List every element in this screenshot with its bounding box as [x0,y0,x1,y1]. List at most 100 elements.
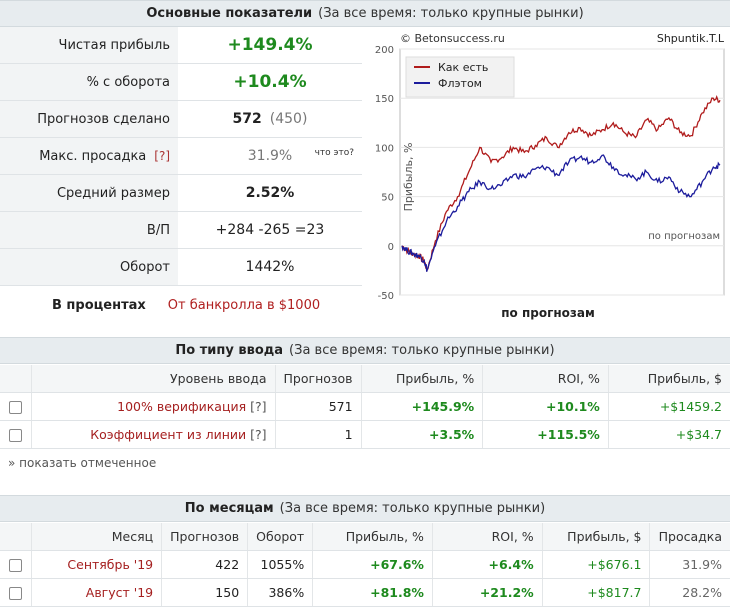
level-cell: 100% верификация [?] [31,392,276,421]
level-cell: Коэффициент из линии [?] [31,420,276,449]
section-subtitle: (За все время: только крупные рынки) [279,501,546,516]
stat-value: 572 [232,111,262,127]
y-tick-label: 0 [388,242,394,253]
help-link[interactable]: [?] [250,426,267,442]
stat-avg-size: Средний размер 2.52% [0,175,362,212]
by-month-table: Месяц Прогнозов Оборот Прибыль, % ROI, %… [0,523,730,607]
count-cell: 1 [274,420,362,449]
count-cell: 571 [274,392,362,421]
table-header-row: Уровень ввода Прогнозов Прибыль, % ROI, … [0,365,730,393]
drawdown-cell: 31.9% [649,550,730,579]
stat-label: Средний размер [0,175,178,211]
input-type-header: По типу ввода (За все время: только круп… [0,337,730,364]
column-header: Прибыль, % [360,365,483,393]
stat-drawdown: Макс. просадка [?] 31.9% что это? [0,138,362,175]
mode-percent-tab[interactable]: В процентах [52,297,146,313]
mode-switch: В процентах От банкролла в $1000 [0,290,362,320]
stat-label: Макс. просадка [39,148,147,164]
table-row: Сентябрь '19 422 1055% +67.6% +6.4% +$67… [0,550,730,579]
row-checkbox-cell [0,392,32,421]
legend-entry: Как есть [438,61,488,74]
show-marked-link[interactable]: » показать отмеченное [8,456,157,470]
column-header: Прибыль, $ [541,523,650,551]
profit-pct-cell: +67.6% [312,550,433,579]
table-row: 100% верификация [?] 571 +145.9% +10.1% +… [0,392,730,421]
roi-cell: +6.4% [431,550,543,579]
row-checkbox-cell [0,578,32,607]
x-axis-inner-label: по прогнозам [648,231,720,242]
chart-user-label: Shpuntik.T.L [657,32,725,45]
checkbox-col-header [0,365,32,393]
help-link[interactable]: [?] [250,398,267,414]
stat-label-wrap: Макс. просадка [?] [0,138,178,174]
count-cell: 150 [161,578,248,607]
stat-label: Прогнозов сделано [0,101,178,137]
section-title: Основные показатели [146,6,313,21]
stats-table: Чистая прибыль +149.4% % с оборота +10.4… [0,27,362,286]
stat-label: % с оборота [0,64,178,100]
input-type-table: Уровень ввода Прогнозов Прибыль, % ROI, … [0,365,730,449]
column-header: Оборот [247,523,313,551]
profit-usd-cell: +$1459.2 [607,392,730,421]
profit-usd-cell: +$817.7 [541,578,650,607]
stat-label: Чистая прибыль [0,27,178,63]
stat-value-wrap: 31.9% что это? [178,138,362,174]
stat-turnover-pct: % с оборота +10.4% [0,64,362,101]
roi-cell: +115.5% [482,420,609,449]
column-header: Прибыль, % [312,523,433,551]
section-title: По месяцам [184,501,274,516]
level-name[interactable]: 100% верификация [117,398,247,414]
legend-entry: Флэтом [438,77,482,90]
checkbox-col-header [0,523,32,551]
row-checkbox-cell [0,420,32,449]
stat-secondary-value: (450) [269,111,308,127]
what-is-this-link[interactable]: что это? [314,148,354,158]
row-checkbox[interactable] [9,558,23,572]
chart-x-caption: по прогнозам [501,306,595,320]
column-header: ROI, % [431,523,543,551]
stat-value: 1442% [245,259,295,275]
stat-value: 31.9% [247,148,293,164]
month-cell[interactable]: Август '19 [31,578,162,607]
stat-value: +149.4% [227,35,313,55]
stat-turnover: Оборот 1442% [0,249,362,286]
section-subtitle: (За все время: только крупные рынки) [289,343,555,358]
table-row: Август '19 150 386% +81.8% +21.2% +$817.… [0,578,730,607]
column-header: Прогнозов [274,365,362,393]
profit-pct-cell: +3.5% [360,420,483,449]
stat-label: Оборот [0,249,178,285]
column-header: Уровень ввода [31,365,276,393]
row-checkbox[interactable] [9,428,23,442]
by-month-header: По месяцам (За все время: только крупные… [0,495,730,522]
stat-predictions: Прогнозов сделано 572 (450) [0,101,362,138]
section-title: По типу ввода [175,343,284,358]
y-tick-label: 100 [375,143,394,154]
y-axis-label: Прибыль, % [402,143,415,212]
turnover-cell: 1055% [247,550,313,579]
row-checkbox[interactable] [9,586,23,600]
month-cell[interactable]: Сентябрь '19 [31,550,162,579]
stat-value: 2.52% [245,185,295,201]
stat-net-profit: Чистая прибыль +149.4% [0,27,362,64]
drawdown-cell: 28.2% [649,578,730,607]
profit-chart-svg: -50 0 50 100 150 200 © Betonsuccess.ru Shpuntik… [375,32,725,302]
profit-usd-cell: +$34.7 [607,420,730,449]
stat-win-loss: В/П +284 -265 =23 [0,212,362,249]
roi-cell: +10.1% [482,392,609,421]
column-header: ROI, % [482,365,609,393]
help-link[interactable]: [?] [154,149,170,163]
level-name[interactable]: Коэффициент из линии [90,426,247,442]
count-cell: 422 [161,550,248,579]
legend-box [405,56,515,98]
roi-cell: +21.2% [431,578,543,607]
mode-bankroll-tab[interactable]: От банкролла в $1000 [167,297,321,313]
main-stats-header: Основные показатели (За все время: тольк… [0,0,730,27]
column-header: Прогнозов [161,523,248,551]
section-subtitle: (За все время: только крупные рынки) [318,6,584,21]
row-checkbox[interactable] [9,400,23,414]
column-header: Просадка [649,523,730,551]
table-header-row: Месяц Прогнозов Оборот Прибыль, % ROI, %… [0,523,730,551]
series-line-flat [401,154,721,272]
table-row: Коэффициент из линии [?] 1 +3.5% +115.5% … [0,420,730,449]
chart-source-label: © Betonsuccess.ru [400,32,505,45]
